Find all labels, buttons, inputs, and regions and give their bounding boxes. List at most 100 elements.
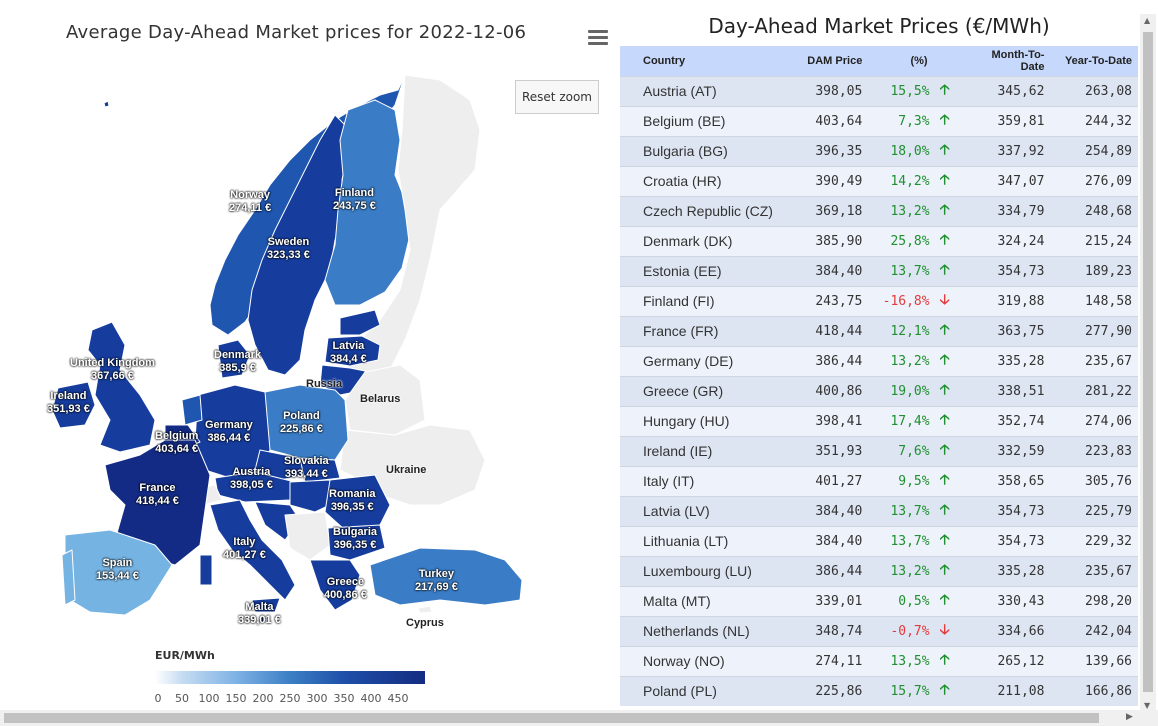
row-month-to-date: 334,79 bbox=[997, 203, 1045, 219]
row-country: Norway (NO) bbox=[643, 653, 725, 669]
horizontal-scroll-thumb[interactable] bbox=[4, 713, 1099, 723]
reset-zoom-button[interactable]: Reset zoom bbox=[515, 80, 599, 114]
row-dam-price: 274,11 bbox=[815, 653, 863, 669]
table-row[interactable]: Netherlands (NL) 348,74 -0,7% 🡣 334,66 242,04 bbox=[620, 616, 1138, 646]
arrow-up-icon: 🡡 bbox=[939, 591, 950, 607]
row-month-to-date: 332,59 bbox=[997, 443, 1045, 459]
header-dam-price[interactable]: DAM Price bbox=[807, 54, 863, 67]
row-pct-change: 13,7% bbox=[890, 263, 930, 279]
header-year-to-date[interactable]: Year-To-Date bbox=[1064, 54, 1132, 67]
arrow-up-icon: 🡡 bbox=[939, 351, 950, 367]
vertical-scrollbar[interactable]: ▲ ▼ bbox=[1140, 14, 1156, 712]
row-dam-price: 400,86 bbox=[815, 383, 863, 399]
row-month-to-date: 358,65 bbox=[997, 473, 1045, 489]
row-country: Belgium (BE) bbox=[643, 113, 726, 129]
arrow-up-icon: 🡡 bbox=[939, 411, 950, 427]
table-row[interactable]: Ireland (IE) 351,93 7,6% 🡡 332,59 223,83 bbox=[620, 436, 1138, 466]
row-dam-price: 243,75 bbox=[815, 293, 863, 309]
label-bulgaria: Bulgaria 396,35 € bbox=[333, 526, 378, 551]
label-latvia: Latvia 384,4 € bbox=[330, 340, 367, 365]
country-greece bbox=[309, 559, 361, 611]
arrow-up-icon: 🡡 bbox=[939, 471, 950, 487]
row-month-to-date: 338,51 bbox=[997, 383, 1045, 399]
row-pct-change: 13,5% bbox=[890, 653, 930, 669]
row-pct-change: 7,6% bbox=[898, 443, 930, 459]
row-country: Malta (MT) bbox=[643, 593, 711, 609]
table-row[interactable]: Poland (PL) 225,86 15,7% 🡡 211,08 166,86 bbox=[620, 676, 1138, 706]
row-dam-price: 398,05 bbox=[815, 83, 863, 99]
row-pct-change: 12,1% bbox=[890, 323, 930, 339]
label-germany: Germany 386,44 € bbox=[205, 419, 253, 444]
horizontal-scrollbar[interactable]: ▶ bbox=[0, 710, 1158, 726]
row-year-to-date: 215,24 bbox=[1085, 233, 1132, 249]
legend-tick: 50 bbox=[175, 692, 189, 705]
row-year-to-date: 248,68 bbox=[1085, 203, 1132, 219]
row-pct-change: 17,4% bbox=[890, 413, 930, 429]
table-row[interactable]: Denmark (DK) 385,90 25,8% 🡡 324,24 215,24 bbox=[620, 226, 1138, 256]
label-turkey: Turkey 217,69 € bbox=[415, 568, 458, 593]
europe-map[interactable] bbox=[0, 0, 612, 712]
country-sicily bbox=[251, 597, 281, 613]
table-row[interactable]: Estonia (EE) 384,40 13,7% 🡡 354,73 189,23 bbox=[620, 256, 1138, 286]
table-row[interactable]: Finland (FI) 243,75 -16,8% 🡣 319,88 148,58 bbox=[620, 286, 1138, 316]
row-dam-price: 386,44 bbox=[815, 353, 863, 369]
table-row[interactable]: Hungary (HU) 398,41 17,4% 🡡 352,74 274,06 bbox=[620, 406, 1138, 436]
legend-color-scale bbox=[155, 671, 425, 684]
row-dam-price: 384,40 bbox=[815, 533, 863, 549]
row-pct-change: 19,0% bbox=[890, 383, 930, 399]
table-row[interactable]: Austria (AT) 398,05 15,5% 🡡 345,62 263,08 bbox=[620, 76, 1138, 106]
label-greece: Greece 400,86 € bbox=[324, 576, 367, 601]
arrow-up-icon: 🡡 bbox=[939, 201, 950, 217]
row-dam-price: 401,27 bbox=[815, 473, 863, 489]
label-norway: Norway 274,11 € bbox=[229, 189, 272, 214]
arrow-down-icon: 🡣 bbox=[939, 291, 950, 307]
table-row[interactable]: Italy (IT) 401,27 9,5% 🡡 358,65 305,76 bbox=[620, 466, 1138, 496]
country-cyprus bbox=[417, 605, 433, 614]
row-year-to-date: 298,20 bbox=[1085, 593, 1132, 609]
label-russia: Russia bbox=[306, 378, 343, 390]
row-month-to-date: 319,88 bbox=[997, 293, 1045, 309]
table-row[interactable]: Greece (GR) 400,86 19,0% 🡡 338,51 281,22 bbox=[620, 376, 1138, 406]
label-italy: Italy 401,27 € bbox=[223, 536, 266, 561]
table-row[interactable]: Latvia (LV) 384,40 13,7% 🡡 354,73 225,79 bbox=[620, 496, 1138, 526]
row-country: Lithuania (LT) bbox=[643, 533, 729, 549]
table-row[interactable]: Bulgaria (BG) 396,35 18,0% 🡡 337,92 254,89 bbox=[620, 136, 1138, 166]
row-dam-price: 403,64 bbox=[815, 113, 863, 129]
row-dam-price: 225,86 bbox=[815, 683, 863, 699]
arrow-up-icon: 🡡 bbox=[939, 381, 950, 397]
table-row[interactable]: Malta (MT) 339,01 0,5% 🡡 330,43 298,20 bbox=[620, 586, 1138, 616]
arrow-up-icon: 🡡 bbox=[939, 321, 950, 337]
table-row[interactable]: France (FR) 418,44 12,1% 🡡 363,75 277,90 bbox=[620, 316, 1138, 346]
header-country[interactable]: Country bbox=[643, 54, 686, 67]
header-pct[interactable]: (%) bbox=[910, 54, 928, 67]
table-row[interactable]: Belgium (BE) 403,64 7,3% 🡡 359,81 244,32 bbox=[620, 106, 1138, 136]
row-month-to-date: 335,28 bbox=[997, 563, 1045, 579]
table-row[interactable]: Luxembourg (LU) 386,44 13,2% 🡡 335,28 235,67 bbox=[620, 556, 1138, 586]
vertical-scroll-thumb[interactable] bbox=[1143, 32, 1153, 692]
row-dam-price: 369,18 bbox=[815, 203, 863, 219]
table-row[interactable]: Germany (DE) 386,44 13,2% 🡡 335,28 235,67 bbox=[620, 346, 1138, 376]
scroll-up-icon[interactable]: ▲ bbox=[1144, 16, 1151, 25]
header-month-to-date[interactable]: Month-To-Date bbox=[991, 48, 1045, 73]
legend-ticks: 0 50 100 150 200 250 300 350 400 450 bbox=[150, 692, 440, 706]
row-dam-price: 385,90 bbox=[815, 233, 863, 249]
arrow-up-icon: 🡡 bbox=[939, 681, 950, 698]
table-row[interactable]: Lithuania (LT) 384,40 13,7% 🡡 354,73 229,32 bbox=[620, 526, 1138, 556]
country-turkey bbox=[369, 547, 523, 606]
scroll-down-icon[interactable]: ▼ bbox=[1144, 701, 1151, 710]
row-dam-price: 386,44 bbox=[815, 563, 863, 579]
row-pct-change: -0,7% bbox=[890, 623, 930, 639]
legend-title: EUR/MWh bbox=[155, 649, 215, 662]
row-dam-price: 396,35 bbox=[815, 143, 863, 159]
table-row[interactable]: Norway (NO) 274,11 13,5% 🡡 265,12 139,66 bbox=[620, 646, 1138, 676]
row-month-to-date: 363,75 bbox=[997, 323, 1045, 339]
row-month-to-date: 330,43 bbox=[997, 593, 1045, 609]
label-spain: Spain 153,44 € bbox=[96, 557, 139, 582]
row-pct-change: 7,3% bbox=[898, 113, 930, 129]
table-row[interactable]: Czech Republic (CZ) 369,18 13,2% 🡡 334,79 248… bbox=[620, 196, 1138, 226]
table-row[interactable]: Croatia (HR) 390,49 14,2% 🡡 347,07 276,09 bbox=[620, 166, 1138, 196]
scroll-right-icon[interactable]: ▶ bbox=[1126, 712, 1133, 722]
hamburger-icon[interactable] bbox=[588, 30, 608, 46]
label-belgium: Belgium 403,64 € bbox=[155, 430, 199, 455]
row-year-to-date: 254,89 bbox=[1085, 143, 1132, 159]
